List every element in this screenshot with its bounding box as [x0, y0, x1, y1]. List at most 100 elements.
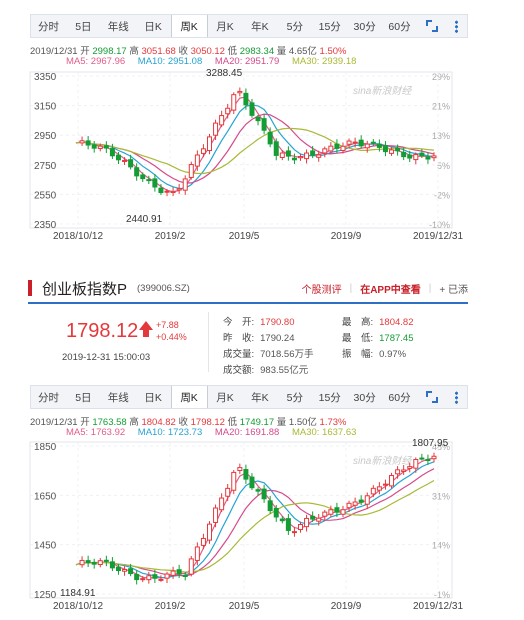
- y-tick-label: 3150: [34, 102, 57, 113]
- candle-body: [194, 546, 200, 561]
- x-tick-label: 2019/9: [331, 601, 362, 612]
- quote-divider: [208, 312, 209, 372]
- candle-body: [382, 145, 388, 153]
- price-change: +7.88: [156, 320, 179, 330]
- up-arrow-icon: [139, 321, 153, 337]
- tab-5min[interactable]: 5分: [286, 391, 303, 404]
- tab-60min[interactable]: 60分: [388, 20, 411, 33]
- candle-body: [146, 179, 152, 182]
- quote-panel: 1798.12 +7.88 +0.44% 2019-12-31 15:00:03…: [28, 308, 468, 378]
- candle-body: [237, 90, 243, 94]
- tab-5day[interactable]: 5日: [75, 20, 92, 33]
- sina-watermark: sina新浪财经: [353, 85, 412, 97]
- ma10-line: [75, 461, 435, 579]
- tab-monthly-k[interactable]: 月K: [216, 391, 234, 404]
- pct-tick-label: 13%: [432, 131, 450, 141]
- candle-body: [389, 475, 395, 487]
- tab-fenshi[interactable]: 分时: [37, 20, 59, 33]
- ma30-label: MA30: 1637.63: [291, 427, 357, 438]
- kline-chart-2[interactable]: 1850 1650 1450 1250 48% 31% 14% -1% 2018/10/12 20…: [28, 436, 468, 614]
- kline-chart-1[interactable]: 3350 3150 2950 2750 2550 2350 29% 21% 13% 5% -2% -1…: [28, 66, 468, 244]
- y-tick-label: 2350: [34, 220, 57, 231]
- index-code: (399006.SZ): [137, 282, 190, 294]
- info-close: 1798.12: [190, 417, 225, 428]
- candle-body: [134, 167, 140, 177]
- info-low: 1749.17: [239, 417, 275, 428]
- tab-daily-k[interactable]: 日K: [144, 391, 162, 404]
- quote-amplitude: 振 幅: 0.97%: [342, 349, 407, 360]
- candle-body: [115, 154, 121, 161]
- candle-body: [413, 154, 419, 161]
- ma5-label: MA5: 2967.96: [66, 56, 126, 67]
- open-in-app-link[interactable]: 在APP中查看: [360, 284, 421, 296]
- candle-body: [425, 156, 431, 160]
- candle-body: [85, 140, 91, 146]
- candle-body: [140, 174, 146, 180]
- candle-body: [291, 531, 297, 534]
- ma5-line: [75, 457, 435, 579]
- pct-tick-label: -1%: [434, 590, 450, 600]
- candle-body: [304, 517, 310, 528]
- tab-30min[interactable]: 30分: [353, 391, 376, 404]
- tab-5day[interactable]: 5日: [75, 391, 92, 404]
- tab-tools: [417, 386, 467, 408]
- ma20-line: [75, 113, 435, 184]
- price-change-pct: +0.44%: [156, 332, 187, 342]
- tab-15min[interactable]: 15分: [318, 391, 341, 404]
- tab-30min[interactable]: 30分: [353, 20, 376, 33]
- candle-body: [419, 152, 425, 157]
- max-price-label: 1807.95: [412, 438, 449, 449]
- y-tick-label: 1450: [34, 541, 57, 552]
- ma20-label: MA20: 1691.88: [214, 427, 280, 438]
- tab-yearline[interactable]: 年线: [107, 20, 129, 33]
- info-high: 3051.68: [141, 46, 176, 57]
- candle-body: [304, 152, 310, 160]
- tab-yearline[interactable]: 年线: [107, 391, 129, 404]
- fullscreen-icon[interactable]: [425, 20, 438, 32]
- candle-body: [413, 459, 419, 469]
- tab-5min[interactable]: 5分: [286, 20, 303, 33]
- candle-body: [431, 455, 437, 460]
- candle-body: [358, 499, 364, 503]
- candle-body: [346, 502, 352, 509]
- candle-body: [164, 190, 170, 193]
- more-menu-icon[interactable]: [455, 19, 459, 33]
- x-tick-label: 2019/5: [229, 231, 260, 242]
- ma20-line: [75, 468, 435, 577]
- tab-fenshi[interactable]: 分时: [37, 391, 59, 404]
- y-tick-label: 3350: [34, 72, 57, 83]
- info-close: 3050.12: [190, 46, 225, 57]
- candle-body: [176, 188, 182, 191]
- candle-body: [152, 178, 158, 188]
- candle-body: [376, 486, 382, 491]
- ma-legend-1: MA5: 2967.96 MA10: 2951.08 MA20: 2951.79…: [66, 56, 366, 67]
- pct-tick-label: -10%: [429, 220, 450, 230]
- more-menu-icon[interactable]: [455, 390, 459, 404]
- ma10-label: MA10: 2951.08: [137, 56, 203, 67]
- pct-tick-label: 14%: [432, 541, 450, 551]
- added-watchlist-button[interactable]: + 已添: [439, 284, 468, 296]
- tab-daily-k[interactable]: 日K: [144, 20, 162, 33]
- tab-weekly-k[interactable]: 周K: [170, 15, 208, 37]
- tab-yearly-k[interactable]: 年K: [251, 20, 269, 33]
- candle-body: [158, 187, 164, 194]
- info-open: 1763.58: [92, 417, 127, 428]
- tab-60min[interactable]: 60分: [388, 391, 411, 404]
- candle-body: [267, 500, 273, 512]
- candle-body: [310, 150, 316, 156]
- candle-body: [279, 518, 285, 522]
- candle-body: [382, 483, 388, 486]
- info-pct: 1.73%: [319, 417, 347, 428]
- candle-body: [225, 107, 231, 115]
- tab-monthly-k[interactable]: 月K: [216, 20, 234, 33]
- candle-body: [310, 515, 316, 520]
- tab-15min[interactable]: 15分: [318, 20, 341, 33]
- tab-weekly-k[interactable]: 周K: [170, 386, 208, 408]
- tab-yearly-k[interactable]: 年K: [251, 391, 269, 404]
- candle-body: [109, 148, 115, 157]
- fullscreen-icon[interactable]: [425, 391, 438, 403]
- stock-rating-link[interactable]: 个股测评: [301, 284, 342, 296]
- candle-body: [122, 159, 128, 162]
- candle-body: [370, 487, 376, 495]
- candle-body: [316, 517, 322, 522]
